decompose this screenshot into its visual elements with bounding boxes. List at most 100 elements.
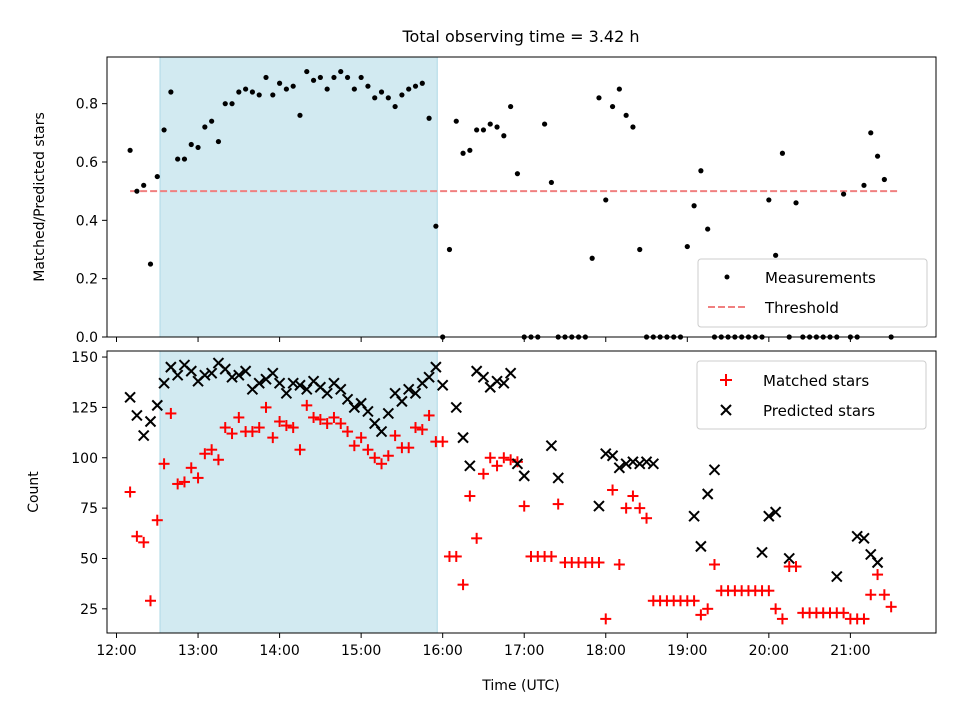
measurement-point [446, 246, 453, 253]
chart-title: Total observing time = 3.42 h [401, 27, 639, 46]
matched-star-point [253, 422, 265, 434]
matched-star-point [865, 589, 877, 601]
matched-star-point [464, 490, 476, 502]
predicted-star-point [640, 456, 653, 468]
measurement-point [623, 112, 629, 118]
predicted-star-point [423, 371, 435, 383]
measurement-point [419, 80, 425, 86]
matched-star-point [165, 407, 177, 419]
x-tick-label: 16:00 [422, 643, 462, 659]
x-tick-label: 14:00 [259, 643, 299, 659]
predicted-star-point [518, 470, 530, 482]
predicted-legend-marker [720, 404, 732, 416]
measurement-point [433, 223, 439, 229]
measurement-point [276, 80, 283, 86]
measurement-point [609, 103, 616, 110]
predicted-star-point [436, 379, 449, 391]
matched-star-point [206, 444, 218, 456]
predicted-star-point [321, 387, 333, 400]
matched-star-point [172, 478, 184, 490]
x-tick-label: 18:00 [586, 643, 626, 659]
measurement-point [202, 124, 208, 130]
predicted-star-point [606, 450, 619, 462]
x-tick-label: 15:00 [341, 643, 381, 659]
matched-star-point [484, 452, 496, 464]
predicted-star-point [620, 458, 632, 470]
measurement-point [324, 86, 330, 92]
predicted-star-point [851, 530, 863, 543]
matched-star-point [144, 595, 156, 607]
ratio-panel: 0.00.20.40.60.8 Matched/Predicted stars … [32, 56, 937, 346]
matched-star-point [457, 579, 469, 591]
measurement-point [840, 191, 847, 197]
measurement-point [460, 150, 466, 156]
matched-star-point [138, 536, 150, 548]
matched-star-point [607, 484, 619, 496]
counts-y-tick-label: 125 [71, 400, 98, 416]
measurement-point [256, 92, 262, 98]
predicted-star-point [267, 367, 279, 379]
matched-star-point [416, 424, 428, 436]
counts-x-ticks: 12:00 13:00 14:00 15:00 16:00 17:00 18:00 19:00… [96, 633, 871, 659]
measurement-point [263, 74, 269, 81]
ratio-y-tick-label: 0.8 [76, 97, 98, 113]
predicted-star-point [871, 556, 884, 569]
matched-star-point [695, 609, 707, 621]
matched-star-point [702, 603, 714, 615]
measurement-point [331, 74, 337, 81]
predicted-star-point [131, 409, 143, 422]
matched-star-point [308, 411, 320, 423]
measurement-point [487, 121, 493, 127]
x-tick-label: 12:00 [96, 643, 136, 659]
predicted-star-point [151, 399, 163, 412]
matched-star-point [335, 418, 347, 430]
measurement-point [365, 83, 371, 89]
predicted-star-point [239, 365, 252, 377]
measurement-point [637, 246, 643, 253]
measurement-point [249, 89, 256, 95]
measurement-point [766, 197, 772, 203]
predicted-star-point [409, 387, 422, 400]
counts-y-ticks: 25 50 75 100 125 150 [71, 350, 107, 618]
matched-star-point [185, 462, 197, 474]
matched-star-point [600, 613, 612, 625]
counts-y-tick-label: 100 [71, 451, 98, 467]
predicted-star-point [647, 458, 660, 470]
measurement-point [874, 153, 881, 159]
matched-star-point [552, 498, 564, 510]
predicted-star-point [144, 415, 157, 428]
measurement-point [589, 255, 595, 261]
x-tick-label: 17:00 [504, 643, 544, 659]
matched-star-point [178, 476, 190, 488]
matched-star-point [321, 418, 333, 430]
measurement-point [181, 156, 188, 162]
measurement-point [412, 83, 419, 89]
matched-star-point [314, 413, 326, 425]
measurement-point [134, 188, 140, 194]
measurement-point [209, 118, 215, 124]
x-tick-label: 21:00 [830, 643, 870, 659]
matched-star-point [634, 502, 646, 514]
matched-star-point [627, 490, 639, 502]
matched-star-point [872, 569, 884, 581]
matched-star-point [342, 426, 354, 438]
ratio-y-tick-label: 0.0 [76, 330, 98, 346]
matched-star-point [382, 450, 394, 462]
matched-star-point [131, 530, 143, 542]
matched-star-point [409, 422, 421, 434]
measurement-point [141, 182, 147, 188]
measurement-point [793, 200, 799, 206]
measurement-point [304, 68, 310, 75]
x-tick-label: 13:00 [178, 643, 218, 659]
predicted-star-point [688, 510, 700, 522]
matched-star-point [151, 514, 163, 526]
predicted-star-point [763, 510, 775, 522]
measurement-point [474, 127, 480, 133]
predicted-star-point [511, 458, 524, 470]
predicted-star-point [600, 448, 612, 460]
x-tick-label: 20:00 [749, 643, 789, 659]
x-tick-label: 19:00 [667, 643, 707, 659]
measurement-point [351, 86, 357, 92]
measurement-point [243, 86, 249, 92]
matched-star-point [790, 561, 802, 573]
